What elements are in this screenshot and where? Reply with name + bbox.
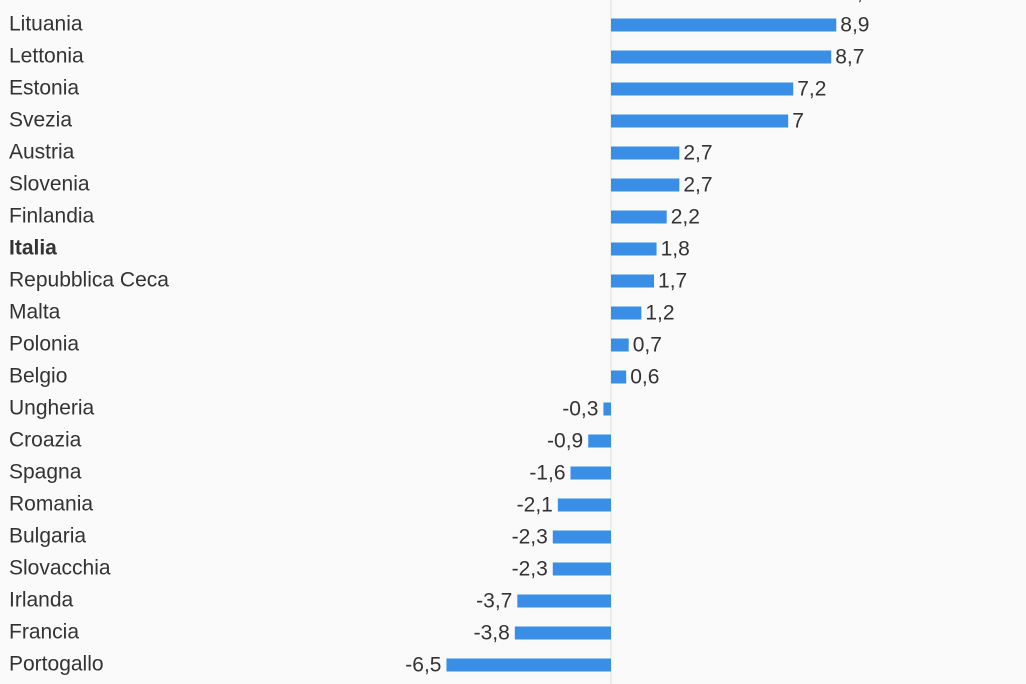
bar <box>611 50 832 64</box>
category-label: Belgio <box>9 365 67 388</box>
bar <box>611 178 680 192</box>
value-label: -2,3 <box>512 526 548 549</box>
category-label: Bulgaria <box>9 525 86 548</box>
category-label: Danimarca <box>9 0 111 4</box>
category-label: Finlandia <box>9 205 95 228</box>
category-label: Romania <box>9 493 93 516</box>
bar <box>552 562 611 576</box>
category-label: Slovacchia <box>9 557 111 580</box>
bar <box>611 146 680 160</box>
value-label: -3,7 <box>476 590 512 613</box>
value-label: 1,2 <box>645 302 674 325</box>
value-label: 7,2 <box>797 78 826 101</box>
category-label: Austria <box>9 141 75 164</box>
value-label: 2,7 <box>683 174 712 197</box>
category-label: Svezia <box>9 109 72 132</box>
bar <box>611 18 837 32</box>
value-label: 0,7 <box>633 334 662 357</box>
bar <box>588 434 611 448</box>
value-label: 2,2 <box>671 206 700 229</box>
bar <box>603 402 611 416</box>
category-label: Lituania <box>9 13 83 36</box>
category-label: Estonia <box>9 77 79 100</box>
value-label: -0,9 <box>547 430 583 453</box>
value-label: 1,8 <box>661 238 690 261</box>
value-label: -2,3 <box>512 558 548 581</box>
category-label: Ungheria <box>9 397 95 420</box>
bar <box>611 370 627 384</box>
value-label: -2,1 <box>517 494 553 517</box>
value-label: -0,3 <box>562 398 598 421</box>
category-label: Malta <box>9 301 61 324</box>
value-label: 0,6 <box>630 366 659 389</box>
value-label: 8,9 <box>840 14 869 37</box>
value-label: 7 <box>792 110 804 133</box>
bar <box>611 114 789 128</box>
value-label: 8,7 <box>835 46 864 69</box>
bar <box>552 530 611 544</box>
category-label: Italia <box>9 237 57 260</box>
category-label: Croazia <box>9 429 82 452</box>
value-label: -6,5 <box>405 654 441 677</box>
value-label: 9,1 <box>845 0 874 5</box>
bar <box>611 306 642 320</box>
bar <box>446 658 611 672</box>
bar <box>570 466 611 480</box>
category-label: Polonia <box>9 333 79 356</box>
value-label: 2,7 <box>683 142 712 165</box>
category-label: Irlanda <box>9 589 74 612</box>
category-label: Slovenia <box>9 173 90 196</box>
value-label: -3,8 <box>474 622 510 645</box>
bar <box>517 594 611 608</box>
bar <box>611 242 657 256</box>
category-label: Spagna <box>9 461 82 484</box>
bar <box>611 82 794 96</box>
category-label: Lettonia <box>9 45 84 68</box>
bar <box>611 210 667 224</box>
category-label: Repubblica Ceca <box>9 269 169 292</box>
bar <box>514 626 611 640</box>
value-label: -1,6 <box>529 462 565 485</box>
category-label: Francia <box>9 621 79 644</box>
bar <box>611 274 655 288</box>
value-label: 1,7 <box>658 270 687 293</box>
category-label: Portogallo <box>9 653 104 676</box>
bar <box>611 338 629 352</box>
bar <box>557 498 611 512</box>
